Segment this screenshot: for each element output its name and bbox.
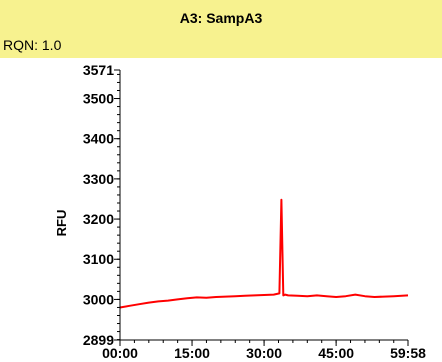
panel-title: A3: SampA3: [179, 10, 263, 26]
y-tick-label: 3571: [83, 62, 114, 78]
panel-header: A3: SampA3 RQN: 1.0: [0, 0, 442, 58]
x-tick-label: 30:00: [246, 345, 282, 361]
x-tick-label: 45:00: [318, 345, 354, 361]
x-tick-label: 15:00: [174, 345, 210, 361]
series-line-0: [119, 198, 409, 309]
y-tick-label: 3100: [83, 251, 114, 267]
rqn-label: RQN: 1.0: [3, 37, 62, 53]
x-tick-label: 00:00: [102, 345, 138, 361]
trace-layer: [119, 198, 409, 309]
y-tick-label: 3400: [83, 131, 114, 147]
x-tick-label: 59:58: [390, 345, 426, 361]
y-tick-label: 3200: [83, 211, 114, 227]
axis-ticks: [114, 69, 409, 346]
y-tick-label: 2899: [83, 332, 114, 348]
y-axis-title: RFU: [54, 210, 69, 237]
y-tick-label: 3500: [83, 91, 114, 107]
y-tick-label: 3300: [83, 171, 114, 187]
tick-labels: 2899 3000 3100 3200 3300 3400 3500 3571 00:00 15:…: [83, 62, 426, 361]
y-tick-label: 3000: [83, 291, 114, 307]
